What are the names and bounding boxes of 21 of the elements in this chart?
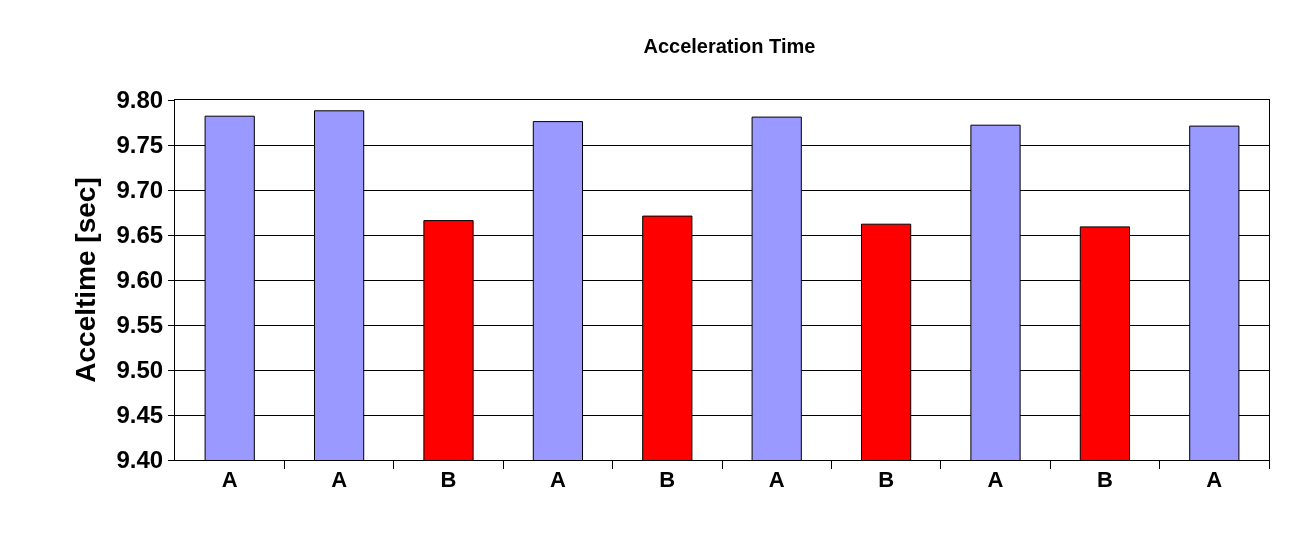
x-tick-label: A [768,467,785,493]
x-tick-label: A [1206,467,1223,493]
x-tick-label: B [440,467,457,493]
x-tick-label: A [331,467,348,493]
y-tick-label: 9.65 [116,221,164,249]
x-tick-label: A [221,467,238,493]
x-tick-label: B [1096,467,1113,493]
x-tick-label: B [878,467,895,493]
y-tick-label: 9.50 [116,356,164,384]
y-tick-label: 9.80 [116,86,164,114]
x-tick-label: A [987,467,1004,493]
chart-title: Acceleration Time [643,34,816,57]
y-tick-label: 9.75 [116,131,164,159]
y-axis-title: Acceltime [sec] [70,177,102,383]
y-tick-label: 9.60 [116,266,164,294]
y-tick-label: 9.45 [116,401,164,429]
y-tick-label: 9.40 [116,446,164,474]
y-tick-label: 9.70 [116,176,164,204]
x-tick-label: A [549,467,566,493]
y-tick-label: 9.55 [116,311,164,339]
x-tick-label: B [659,467,676,493]
